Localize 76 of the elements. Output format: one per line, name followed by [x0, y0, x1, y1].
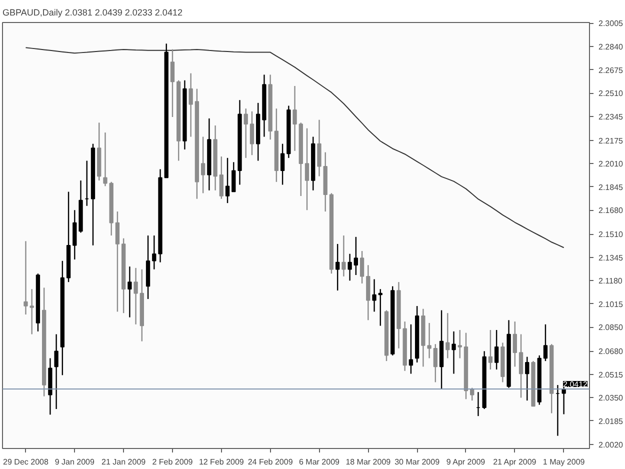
candlestick — [188, 72, 193, 138]
candlestick — [378, 288, 382, 326]
candlestick — [244, 108, 248, 159]
candlestick — [408, 324, 414, 374]
candlestick — [134, 267, 138, 325]
candlestick — [458, 329, 462, 359]
candlestick — [128, 266, 132, 318]
candlestick — [427, 322, 432, 359]
y-tick-label: 2.2345 — [598, 112, 624, 122]
candlestick — [30, 288, 34, 335]
x-tick-label: 24 Feb 2009 — [248, 458, 294, 466]
candlestick — [170, 48, 175, 118]
line-series — [25, 47, 564, 248]
y-tick-label: 2.0020 — [598, 440, 624, 450]
y-tick-label: 2.1345 — [598, 253, 624, 262]
x-tick-label: 2 Feb 2009 — [152, 458, 194, 466]
y-tick-label: 2.0350 — [598, 394, 624, 403]
y-tick-label: 2.2675 — [598, 66, 624, 75]
candlestick — [115, 210, 120, 312]
candlestick — [200, 136, 206, 194]
x-tick-label: 21 Apr 2009 — [493, 458, 537, 466]
x-tick-label: 12 Feb 2009 — [198, 458, 244, 466]
x-tick-label: 1 May 2009 — [542, 458, 586, 466]
y-tick-label: 2.3005 — [598, 19, 624, 28]
candlestick — [366, 264, 370, 321]
y-tick-label: 2.0185 — [598, 416, 624, 426]
x-tick-label: 6 Mar 2009 — [299, 458, 340, 466]
candlestick — [525, 356, 530, 402]
candlestick — [348, 253, 352, 282]
candlestick — [317, 119, 322, 177]
candlestick — [518, 334, 524, 398]
y-tick-label: 2.1680 — [598, 206, 624, 216]
y-tick-label: 2.2175 — [598, 136, 624, 146]
candlestick — [152, 234, 156, 270]
x-tick-label: 21 Jan 2009 — [102, 458, 146, 466]
candlestick — [354, 236, 358, 276]
y-tick-label: 2.1015 — [598, 300, 624, 309]
candlestick — [24, 240, 28, 316]
candlestick — [360, 250, 364, 284]
candlestick — [225, 157, 230, 204]
candlestick — [280, 143, 285, 186]
x-tick-label: 9 Apr 2009 — [446, 458, 486, 466]
candlestick — [342, 234, 346, 278]
candlestick — [512, 320, 517, 368]
candlestick — [54, 334, 58, 410]
x-tick-label: 9 Jan 2009 — [54, 458, 95, 466]
y-tick-label: 2.2840 — [598, 42, 624, 52]
candlestick — [219, 156, 224, 200]
candlestick — [103, 132, 108, 187]
x-tick-label: 18 Mar 2009 — [346, 458, 392, 466]
y-tick-label: 2.0850 — [598, 323, 624, 332]
ref-line-label: 2.0412 — [563, 380, 588, 389]
candlestick — [372, 278, 376, 312]
y-tick-label: 2.0680 — [598, 347, 624, 356]
x-tick-label: 30 Mar 2009 — [394, 458, 440, 466]
candlestick — [543, 324, 548, 362]
x-tick-label: 29 Dec 2008 — [3, 458, 49, 466]
candlestick — [72, 210, 77, 260]
y-tick-label: 2.1845 — [598, 182, 624, 192]
candlestick — [488, 329, 493, 370]
candlestick — [446, 312, 450, 359]
y-tick-label: 2.2510 — [598, 89, 624, 98]
chart-title: GBPAUD,Daily 2.0381 2.0439 2.0233 2.0412 — [2, 8, 182, 18]
y-tick-label: 2.0515 — [598, 370, 624, 380]
y-tick-label: 2.1180 — [598, 276, 623, 286]
candlestick — [494, 329, 499, 370]
candlestick — [250, 110, 254, 156]
candlestick — [292, 85, 297, 152]
y-tick-label: 2.2010 — [598, 160, 624, 169]
candlestick — [336, 243, 340, 292]
candlestick — [452, 330, 456, 374]
candlestick — [304, 128, 310, 211]
y-tick-label: 2.1510 — [598, 230, 624, 240]
candlestick — [433, 344, 438, 383]
candlestick — [232, 162, 236, 192]
candlestick — [470, 387, 474, 402]
